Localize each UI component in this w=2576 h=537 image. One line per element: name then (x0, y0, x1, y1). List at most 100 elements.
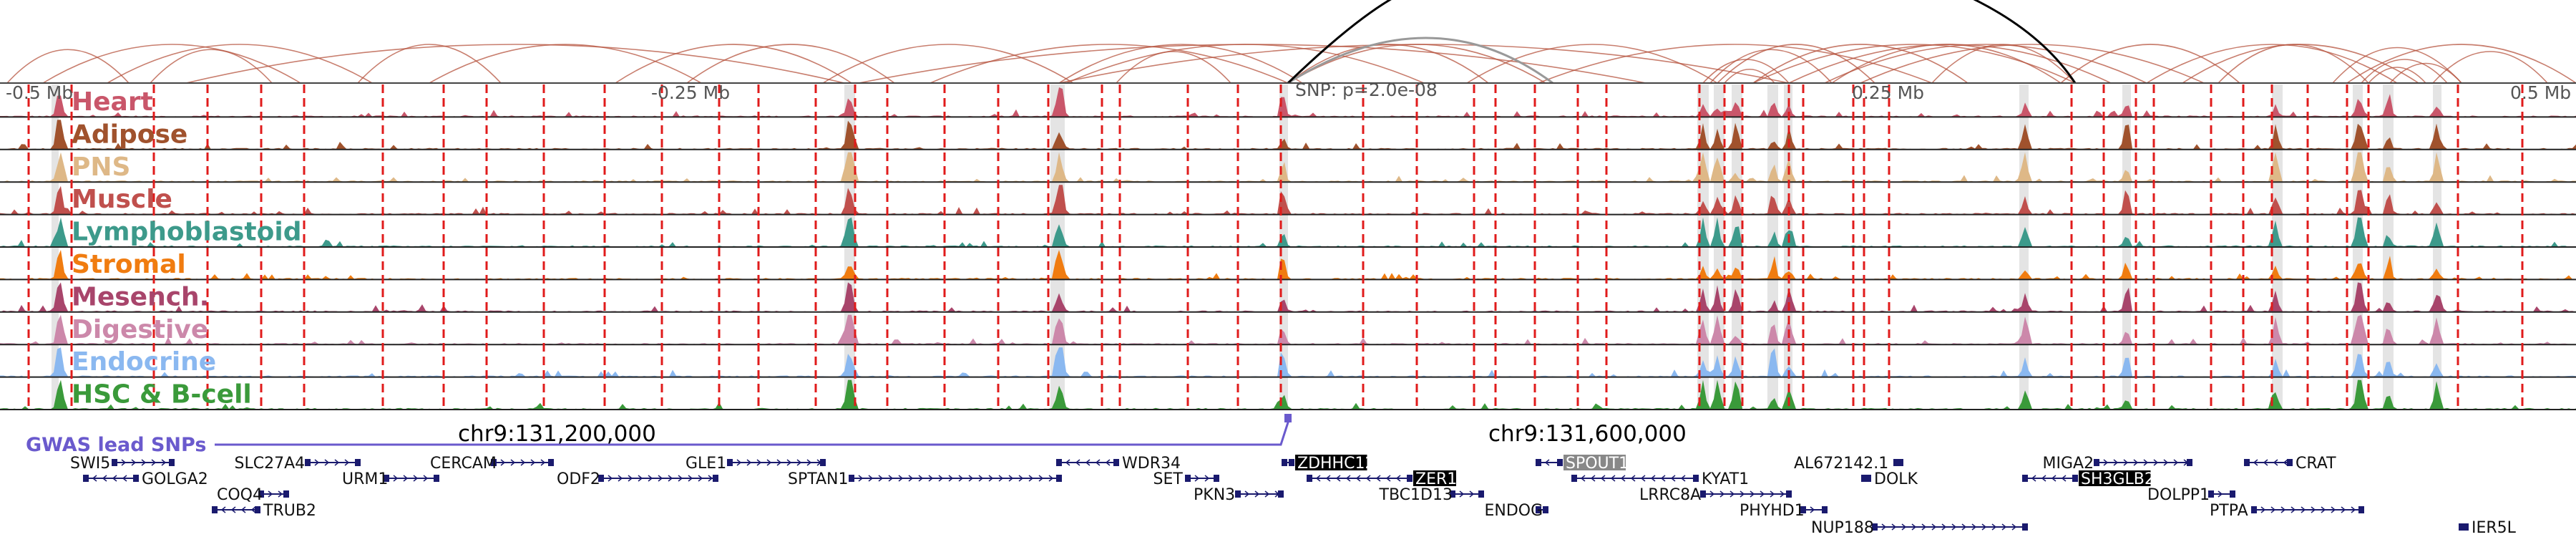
strand-chevron (1991, 523, 1997, 531)
loop-arc-grey (1287, 37, 1553, 84)
gwas-panel: GWAS lead SNPs chr9:131,200,000 chr9:131… (26, 414, 1687, 456)
strand-chevron (628, 475, 633, 482)
gene-sptan1: SPTAN1 (788, 470, 1062, 488)
chromatin-loop-arcs (6, 0, 2576, 84)
strand-chevron (1680, 475, 1686, 482)
gene-exon (384, 475, 389, 482)
gene-label: PHYHD1 (1740, 502, 1805, 520)
strand-chevron (413, 475, 419, 482)
loop-arc (150, 49, 273, 84)
strand-chevron (1719, 490, 1725, 498)
strand-chevron (2283, 459, 2288, 466)
gene-exon (133, 475, 139, 482)
loop-arc (1058, 44, 1790, 84)
strand-chevron (268, 490, 273, 498)
strand-chevron (2301, 506, 2306, 513)
loop-arc-highlight (1287, 0, 1392, 84)
gene-exon (1289, 459, 1294, 466)
gene-exon (2230, 490, 2235, 498)
strand-chevron (1254, 490, 1260, 498)
loop-arc (185, 44, 845, 84)
strand-chevron (786, 459, 792, 466)
loop-arc (2432, 51, 2548, 84)
strand-chevron (688, 475, 693, 482)
strand-chevron (1620, 475, 1626, 482)
strand-chevron (1065, 459, 1070, 466)
loop-arc (2389, 62, 2462, 84)
strand-chevron (1951, 523, 1957, 531)
gene-exon (434, 475, 439, 482)
strand-chevron (1038, 475, 1044, 482)
gene-swi5: SWI5 (70, 455, 175, 473)
coord-right: chr9:131,600,000 (1488, 421, 1687, 447)
track-mesench- (0, 282, 2576, 313)
strand-chevron (1544, 459, 1550, 466)
loop-arc (686, 44, 895, 84)
gene-exon (1893, 459, 1899, 466)
strand-chevron (888, 475, 894, 482)
gwas-connector-line (215, 418, 1289, 446)
gene-ptpa: PTPA (2210, 502, 2364, 520)
track-labels: Heart Adipose PNS Muscle Lymphoblastoid Strom… (72, 87, 302, 410)
gene-exon (1235, 490, 1241, 498)
loop-arc (1702, 59, 1790, 84)
gene-exon (1536, 459, 1541, 466)
strand-chevron (2351, 506, 2356, 513)
strand-chevron (1590, 475, 1596, 482)
strand-chevron (746, 459, 752, 466)
loop-arc (615, 44, 852, 84)
gene-exon (2287, 459, 2293, 466)
gene-label: SWI5 (70, 455, 110, 473)
gene-pkn3: PKN3 (1194, 486, 1284, 504)
strand-chevron (878, 475, 884, 482)
strand-chevron (1075, 459, 1080, 466)
strand-chevron (938, 475, 944, 482)
gene-exon (849, 475, 854, 482)
loop-arc (1538, 44, 1933, 84)
scale-left-label: -0.5 Mb (6, 82, 73, 103)
gene-wdr34: WDR34 (1056, 455, 1181, 473)
strand-chevron (324, 459, 330, 466)
strand-chevron (2280, 506, 2286, 513)
gene-exon (1571, 475, 1577, 482)
strand-chevron (278, 490, 283, 498)
gene-label: DOLPP1 (2147, 486, 2210, 504)
loop-arc (42, 44, 301, 84)
gene-label: GOLGA2 (142, 470, 208, 488)
loop-arc (822, 44, 1074, 84)
gene-exon (1536, 506, 1541, 513)
strand-chevron (250, 506, 256, 513)
strand-chevron (1315, 475, 1321, 482)
gene-label: KYAT1 (1702, 470, 1749, 488)
gene-label: NUP188 (1811, 519, 1874, 537)
strand-chevron (816, 459, 822, 466)
loop-arc-highlight (1973, 0, 2077, 84)
gene-label: TRUB2 (263, 502, 316, 520)
gene-exon (1861, 475, 1867, 482)
strand-chevron (141, 459, 147, 466)
strand-chevron (998, 475, 1004, 482)
gene-exon (1543, 506, 1548, 513)
gene-exon (1278, 490, 1284, 498)
gene-exon (2251, 506, 2257, 513)
gene-cercam: CERCAM (430, 455, 554, 473)
track-muscle (0, 185, 2576, 216)
gene-label: WDR34 (1122, 455, 1181, 473)
gene-label: SPTAN1 (788, 470, 848, 488)
strand-chevron (2163, 459, 2169, 466)
strand-chevron (1650, 475, 1656, 482)
strand-chevron (1961, 523, 1967, 531)
strand-chevron (1760, 490, 1765, 498)
track-label: Heart (72, 87, 153, 117)
strand-chevron (678, 475, 683, 482)
gene-label: CERCAM (430, 455, 497, 473)
gene-exon (1307, 475, 1312, 482)
strand-chevron (1095, 459, 1101, 466)
gene-gle1: GLE1 (686, 455, 826, 473)
gene-exon (212, 506, 218, 513)
strand-chevron (1911, 523, 1917, 531)
strand-chevron (918, 475, 924, 482)
strand-chevron (1385, 475, 1391, 482)
strand-chevron (2331, 506, 2336, 513)
gene-exon (255, 506, 260, 513)
